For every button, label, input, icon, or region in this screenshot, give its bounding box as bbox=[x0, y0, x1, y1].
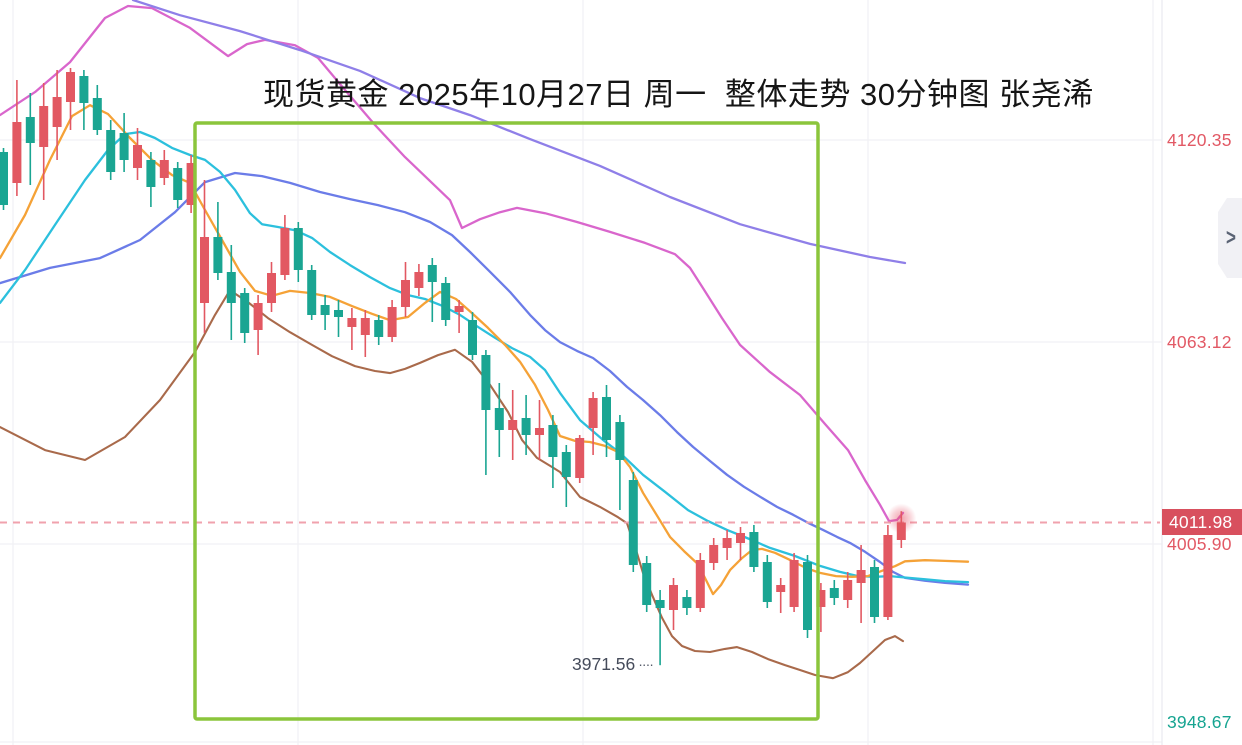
current-price-badge: 4011.98 bbox=[1162, 509, 1242, 535]
low-price-annotation: 3971.56 ···· bbox=[572, 654, 654, 675]
ma-orange-line bbox=[0, 104, 970, 596]
leader-dots: ···· bbox=[638, 656, 654, 672]
y-axis-label-3948: 3948.67 bbox=[1167, 712, 1232, 732]
panel-expand-tab[interactable]: > bbox=[1218, 198, 1242, 278]
y-axis-label-4005: 4005.90 bbox=[1167, 534, 1232, 554]
candlestick-series bbox=[0, 68, 906, 666]
y-axis-label-4120: 4120.35 bbox=[1167, 130, 1232, 150]
low-price-text: 3971.56 bbox=[572, 654, 636, 674]
chevron-right-icon: > bbox=[1226, 224, 1236, 251]
y-axis-label-4063: 4063.12 bbox=[1167, 332, 1232, 352]
ma-slate-purple-line bbox=[131, 0, 907, 265]
highlight-box bbox=[193, 121, 820, 721]
band-lower-brown-line bbox=[0, 289, 905, 680]
ma-royal-blue-line bbox=[0, 171, 970, 586]
chart-title: 现货黄金 2025年10月27日 周一 整体走势 30分钟图 张尧浠 bbox=[263, 77, 1094, 112]
